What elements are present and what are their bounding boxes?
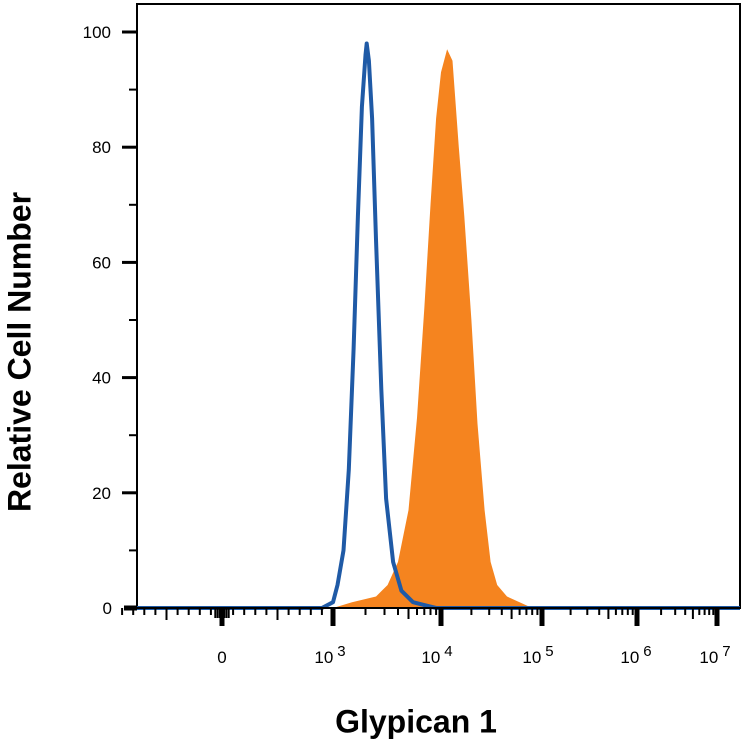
y-tick-label: 100 — [83, 23, 111, 42]
x-tick-label: 10 7 — [699, 643, 730, 667]
y-tick-label: 20 — [92, 484, 111, 503]
x-tick-label: 10 6 — [620, 643, 651, 667]
x-axis: 0 10 3 10 4 10 5 10 6 10 7 — [121, 607, 740, 667]
x-tick-base: 0 — [217, 648, 226, 667]
y-tick-label: 40 — [92, 369, 111, 388]
y-tick-label: 60 — [92, 253, 111, 272]
x-tick-exponent: 5 — [545, 643, 553, 660]
y-axis-title: Relative Cell Number — [1, 191, 38, 513]
x-tick-label: 10 4 — [421, 643, 452, 667]
x-tick-label: 10 3 — [314, 643, 345, 667]
x-tick-base: 10 — [314, 648, 333, 667]
y-tick-label: 80 — [92, 138, 111, 157]
outline-histogram — [137, 41, 740, 610]
filled-histogram — [333, 49, 533, 609]
y-axis: 0 20 40 60 80 100 — [83, 23, 137, 618]
x-tick-base: 10 — [620, 648, 639, 667]
x-tick-label: 0 — [217, 648, 226, 667]
x-tick-exponent: 7 — [722, 643, 730, 660]
x-axis-title: Glypican 1 — [335, 703, 497, 740]
x-tick-exponent: 3 — [337, 643, 345, 660]
x-tick-exponent: 6 — [643, 643, 651, 660]
series-layer — [137, 41, 740, 610]
x-tick-label: 10 5 — [522, 643, 553, 667]
x-tick-base: 10 — [699, 648, 718, 667]
x-tick-exponent: 4 — [444, 643, 452, 660]
y-tick-label: 0 — [103, 599, 112, 618]
x-tick-base: 10 — [522, 648, 541, 667]
x-tick-base: 10 — [421, 648, 440, 667]
